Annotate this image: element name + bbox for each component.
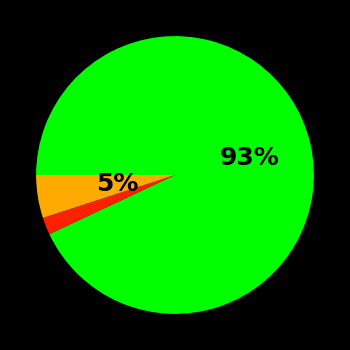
Text: 5%: 5%: [96, 172, 139, 196]
Wedge shape: [36, 175, 175, 218]
Text: 93%: 93%: [220, 146, 279, 170]
Wedge shape: [36, 36, 314, 314]
Wedge shape: [43, 175, 175, 234]
